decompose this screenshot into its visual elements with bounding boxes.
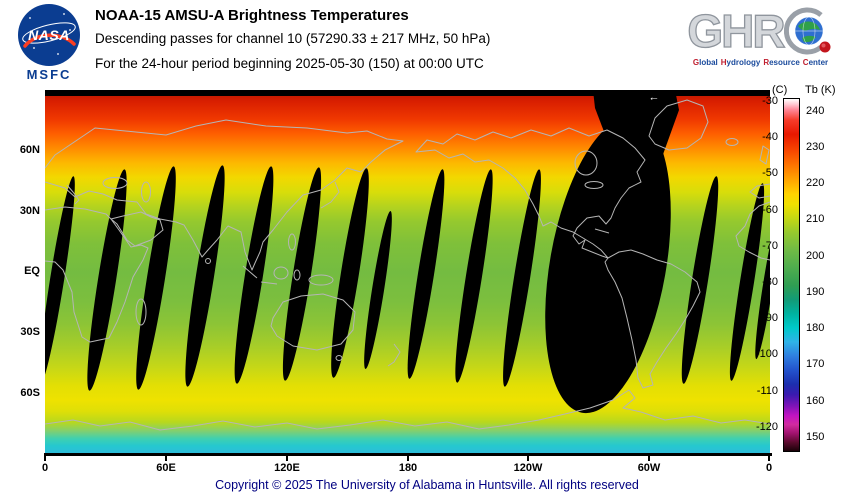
- ghrc-logo[interactable]: GHR Global Hydrology Resource Center: [673, 2, 848, 67]
- cb-c-30: -30: [762, 95, 778, 107]
- nasa-meatball-icon: NASA: [18, 4, 80, 66]
- ghrc-letters-text: GHR: [687, 5, 787, 57]
- ghrc-logo-letters: GHR: [673, 2, 848, 60]
- cb-c-70: -70: [762, 240, 778, 252]
- cb-k-150: 150: [806, 431, 825, 443]
- tagline-word: Global: [692, 58, 718, 67]
- lon-label-0b: 0: [765, 462, 773, 474]
- lon-label-0a: 0: [41, 462, 49, 474]
- tagline-word: Resource: [763, 58, 800, 67]
- cb-k-230: 230: [806, 141, 825, 153]
- lon-tick: [768, 456, 770, 461]
- cb-k-170: 170: [806, 358, 825, 370]
- cb-c-100: -100: [755, 348, 778, 360]
- nasa-logo-text: NASA: [28, 27, 70, 43]
- ghrc-tagline: Global Hydrology Resource Center: [673, 58, 848, 67]
- top-gap-strip: [45, 90, 770, 96]
- cb-c-60: -60: [762, 204, 778, 216]
- msfc-label: MSFC: [26, 67, 72, 82]
- subtitle-channel: Descending passes for channel 10 (57290.…: [95, 31, 491, 46]
- lon-label-180: 180: [398, 462, 418, 474]
- coastlines: [44, 99, 771, 431]
- globe-icon: [783, 7, 831, 55]
- cb-c-50: -50: [762, 167, 778, 179]
- colorbar-unit-kelvin: Tb (K): [805, 84, 836, 96]
- gap-arrow-icon: ←: [649, 92, 660, 104]
- lat-label-30n: 30N: [19, 205, 40, 217]
- cb-k-210: 210: [806, 213, 825, 225]
- large-gap: [545, 116, 671, 414]
- gap-arrow-box: [639, 90, 669, 103]
- x-axis-line: [44, 453, 772, 456]
- red-ball-icon: [819, 41, 831, 53]
- cb-c-80: -80: [762, 276, 778, 288]
- tagline-word: Center: [802, 58, 829, 67]
- nasa-logo[interactable]: NASA MSFC: [13, 4, 85, 82]
- nasa-meatball-art: [22, 13, 76, 55]
- colorbar-unit-celsius: (C): [772, 84, 788, 96]
- lon-tick: [407, 456, 409, 461]
- lat-label-eq: EQ: [24, 265, 40, 277]
- cb-k-180: 180: [806, 322, 825, 334]
- lon-label-120e: 120E: [274, 462, 300, 474]
- cb-c-40: -40: [762, 131, 778, 143]
- cb-c-110: -110: [756, 385, 778, 397]
- cb-k-240: 240: [806, 105, 825, 117]
- cb-k-220: 220: [806, 177, 825, 189]
- lat-label-60n: 60N: [19, 144, 40, 156]
- lon-tick: [165, 456, 167, 461]
- lon-label-120w: 120W: [513, 462, 543, 474]
- lon-tick: [648, 456, 650, 461]
- map-plot: ←: [39, 90, 781, 455]
- lon-label-60e: 60E: [156, 462, 176, 474]
- page-title: NOAA-15 AMSU-A Brightness Temperatures: [95, 7, 409, 24]
- brightness-temperature-map: ←: [39, 90, 781, 455]
- lon-tick: [44, 456, 46, 461]
- cb-c-120: -120: [755, 421, 778, 433]
- orbit-gaps: [39, 90, 781, 414]
- cb-k-200: 200: [806, 250, 825, 262]
- subtitle-period: For the 24-hour period beginning 2025-05…: [95, 56, 484, 71]
- cb-c-90: -90: [762, 312, 778, 324]
- tagline-word: Hydrology: [720, 58, 761, 67]
- cb-k-160: 160: [806, 395, 825, 407]
- lon-label-60w: 60W: [637, 462, 661, 474]
- copyright: Copyright © 2025 The University of Alaba…: [215, 478, 639, 492]
- lat-label-60s: 60S: [20, 387, 40, 399]
- lon-tick: [286, 456, 288, 461]
- lat-label-30s: 30S: [20, 326, 40, 338]
- corner-gap: [593, 90, 679, 185]
- cb-k-190: 190: [806, 286, 825, 298]
- colorbar: [783, 98, 800, 452]
- lon-tick: [527, 456, 529, 461]
